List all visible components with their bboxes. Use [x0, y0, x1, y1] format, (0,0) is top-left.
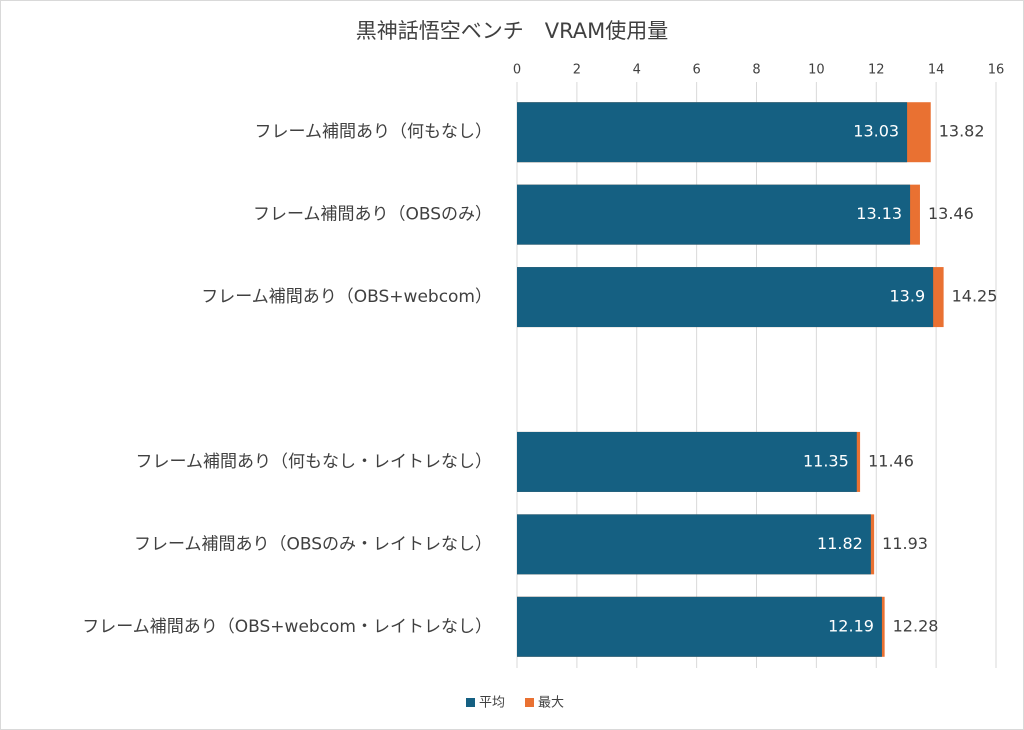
x-tick-label: 12 — [868, 63, 885, 78]
y-tick-label: フレーム補間あり（OBSのみ・レイトレなし） — [134, 534, 492, 554]
y-tick-label: フレーム補間あり（何もなし・レイトレなし） — [136, 452, 493, 472]
value-label: 11.35 — [803, 451, 849, 470]
x-tick-label: 10 — [808, 63, 825, 78]
legend-label: 最大 — [538, 696, 564, 711]
bar — [517, 514, 871, 575]
bar — [517, 431, 857, 492]
value-label: 13.46 — [928, 204, 974, 223]
y-tick-label: フレーム補間あり（OBS+webcom・レイトレなし） — [82, 617, 492, 637]
value-label: 14.25 — [952, 287, 998, 306]
value-label: 13.13 — [856, 204, 902, 223]
x-tick-label: 0 — [513, 63, 521, 78]
x-tick-label: 4 — [633, 63, 641, 78]
legend-swatch — [525, 698, 534, 707]
value-label: 13.03 — [853, 122, 899, 141]
y-tick-label: フレーム補間あり（OBS+webcom） — [201, 287, 492, 307]
x-tick-label: 14 — [928, 63, 945, 78]
legend-swatch — [466, 698, 475, 707]
value-label: 11.46 — [868, 451, 914, 470]
bar — [517, 596, 882, 657]
value-label: 11.82 — [817, 534, 863, 553]
value-label: 13.82 — [939, 122, 985, 141]
chart-title: 黒神話悟空ベンチ VRAM使用量 — [356, 19, 669, 43]
x-tick-label: 6 — [692, 63, 700, 78]
y-tick-label: フレーム補間あり（何もなし） — [255, 122, 493, 142]
x-tick-label: 2 — [573, 63, 581, 78]
bar — [517, 102, 908, 163]
bar — [517, 267, 934, 328]
value-label: 11.93 — [882, 534, 928, 553]
x-tick-label: 16 — [988, 63, 1005, 78]
bar — [517, 184, 911, 245]
value-label: 13.9 — [890, 287, 926, 306]
y-tick-label: フレーム補間あり（OBSのみ） — [253, 205, 492, 225]
value-label: 12.19 — [828, 616, 874, 635]
x-tick-label: 8 — [752, 63, 760, 78]
legend-label: 平均 — [479, 696, 505, 711]
value-label: 12.28 — [893, 616, 939, 635]
